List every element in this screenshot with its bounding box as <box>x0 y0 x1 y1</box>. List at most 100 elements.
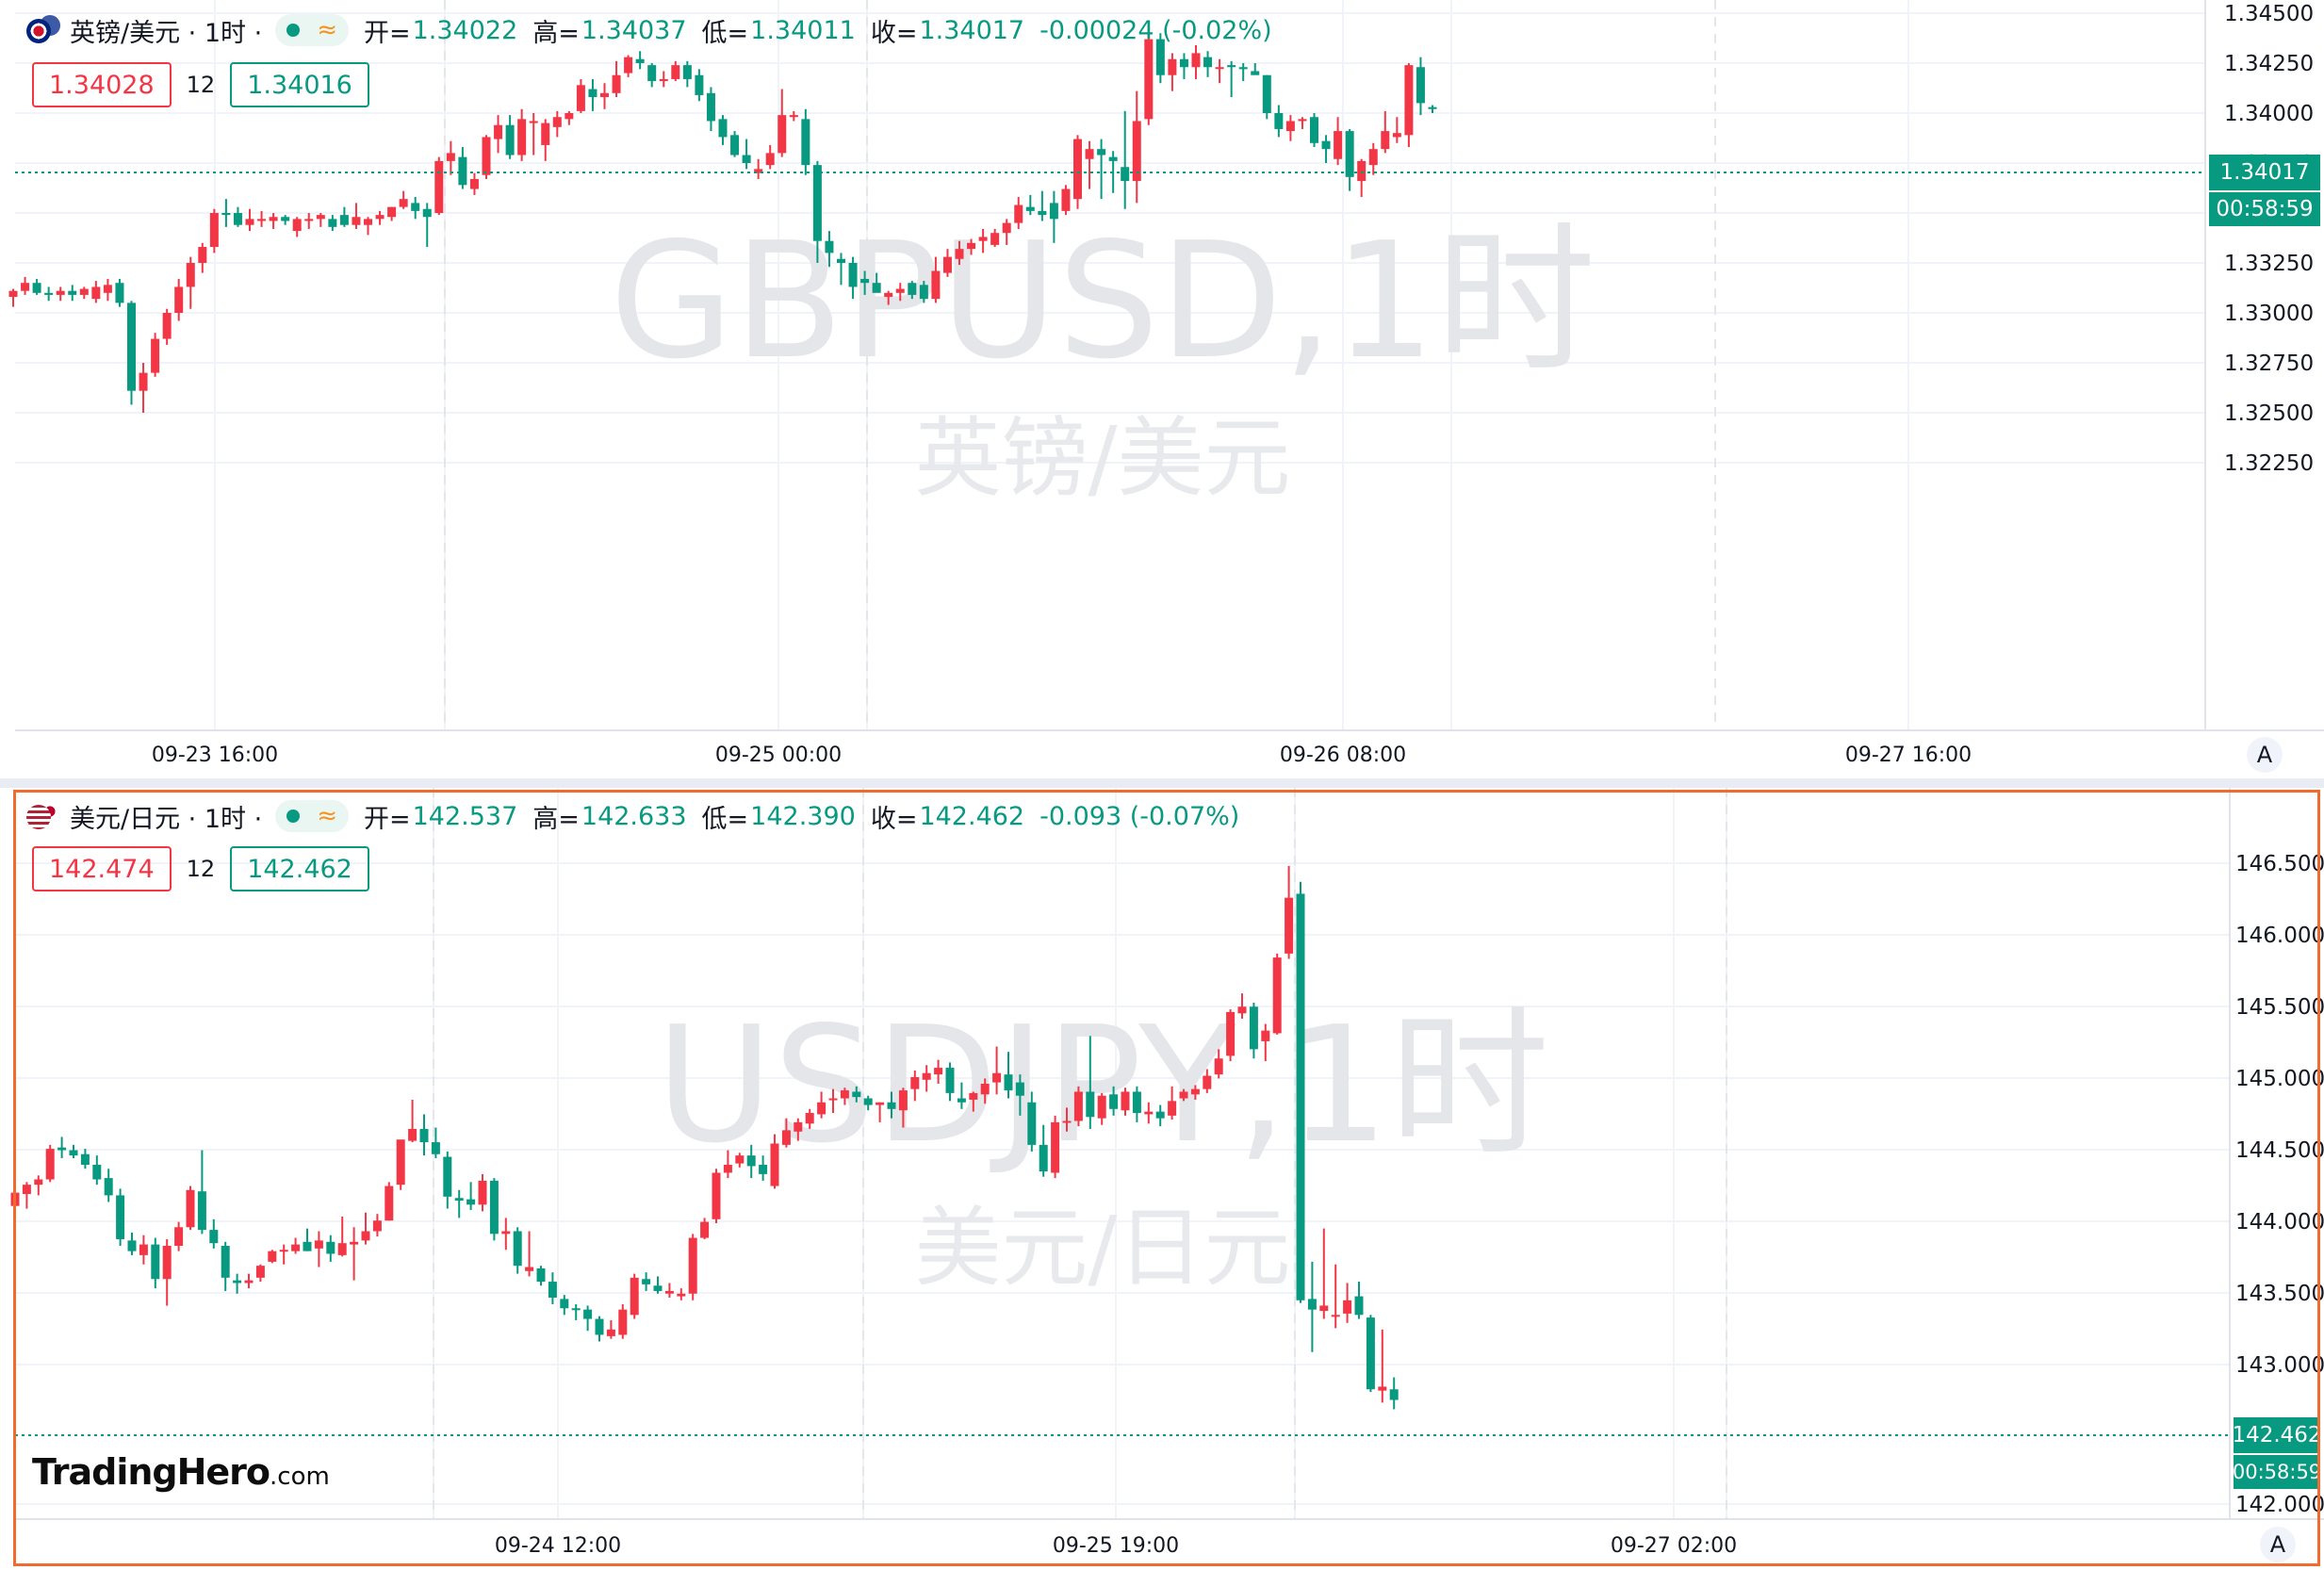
candle <box>174 1221 184 1251</box>
buy-price-button[interactable]: 1.34016 <box>230 62 369 107</box>
price-axis-label: 1.34250 <box>2224 52 2314 76</box>
candle <box>304 213 314 229</box>
candle-body <box>635 58 645 63</box>
candle-body <box>292 219 302 232</box>
price-axis-label: 145.500 <box>2235 995 2324 1020</box>
candle-body <box>350 1241 359 1245</box>
candle-body <box>337 1243 347 1255</box>
candle <box>695 69 704 102</box>
candle <box>1155 1104 1165 1127</box>
candle <box>116 1188 125 1246</box>
candle <box>934 1059 943 1085</box>
candle <box>1132 1086 1141 1122</box>
candle <box>922 1065 931 1092</box>
candle-body <box>1381 131 1390 150</box>
price-axis-label: 144.500 <box>2235 1138 2324 1163</box>
auto-scale-button[interactable]: A <box>2247 737 2283 773</box>
symbol-title[interactable]: 英镑/美元 · 1时 · <box>70 18 263 48</box>
price-axis-label: 1.33000 <box>2224 302 2314 326</box>
auto-scale-button[interactable]: A <box>2260 1527 2296 1562</box>
gbpusd-chart-pane[interactable]: GBPUSD,1时 英镑/美元 1.34500 1.34250 1.34000 1.3… <box>0 0 2324 778</box>
candle-body <box>957 1098 966 1103</box>
candle <box>735 1153 745 1168</box>
candle <box>1381 110 1390 154</box>
candle-body <box>104 1178 113 1196</box>
candle-body <box>209 213 219 248</box>
candle <box>980 1078 990 1104</box>
market-status-badge[interactable]: ≈ <box>275 14 349 46</box>
candle-body <box>45 1149 55 1180</box>
candle-body <box>1132 1091 1141 1114</box>
time-axis-label: 09-25 00:00 <box>715 744 842 767</box>
low-label: 低= <box>701 804 749 834</box>
candle-body <box>422 208 432 218</box>
candle-body <box>396 1139 405 1186</box>
candle-body <box>642 1279 651 1284</box>
candle-body <box>723 1165 732 1173</box>
candle-body <box>1343 1300 1352 1314</box>
candle <box>469 172 479 195</box>
candle <box>279 1244 288 1265</box>
candle <box>759 1155 768 1181</box>
candle <box>1296 881 1305 1303</box>
sell-price-button[interactable]: 142.474 <box>32 846 172 891</box>
candle-body <box>588 89 597 98</box>
candle <box>817 1091 826 1119</box>
candle-body <box>1144 1111 1154 1115</box>
candle <box>513 1227 522 1274</box>
last-price-label: 142.462 <box>2232 1417 2322 1453</box>
candle-body <box>1097 149 1106 155</box>
candle <box>399 190 408 209</box>
market-status-badge[interactable]: ≈ <box>275 800 349 832</box>
logo-wordmark: TradingHero <box>32 1451 270 1493</box>
candle <box>1014 197 1023 229</box>
candle-body <box>895 288 905 293</box>
candle-body <box>548 1282 557 1298</box>
candle <box>127 301 136 405</box>
open-value: 1.34022 <box>412 15 518 45</box>
candle-body <box>664 1290 674 1294</box>
candle <box>576 78 585 113</box>
candle <box>233 206 242 227</box>
candle <box>560 1295 569 1316</box>
candle-body <box>1215 67 1224 70</box>
candle-body <box>466 1199 476 1205</box>
pane-separator[interactable] <box>0 778 2324 788</box>
candle-body <box>1073 1091 1083 1121</box>
candle <box>1085 140 1094 189</box>
change-value: -0.00024 (-0.02%) <box>1039 15 1272 45</box>
candle-body <box>571 1308 581 1311</box>
candle <box>1039 1124 1048 1177</box>
price-axis-label: 146.500 <box>2235 852 2324 876</box>
candle-body <box>1237 1006 1247 1014</box>
low-value: 142.390 <box>750 801 856 831</box>
sell-price-button[interactable]: 1.34028 <box>32 62 172 107</box>
candle-body <box>688 1237 697 1294</box>
candle <box>1121 110 1130 209</box>
candle-body <box>529 121 538 123</box>
candle-body <box>1097 1095 1106 1119</box>
candle <box>588 78 597 111</box>
usdjpy-chart-pane[interactable]: USDJPY,1时 美元/日元 146.500 146.000 145.500 145… <box>0 788 2324 1570</box>
gbpusd-chart-canvas[interactable]: GBPUSD,1时 英镑/美元 1.34500 1.34250 1.34000 1.3… <box>0 0 2324 778</box>
candle <box>770 1134 779 1189</box>
candle <box>990 228 1000 248</box>
last-price-label: 1.34017 <box>2209 155 2320 190</box>
candle <box>659 71 668 88</box>
candle-body <box>1085 149 1094 159</box>
candle-body <box>174 286 184 313</box>
candle <box>21 276 30 295</box>
candle-body <box>1179 58 1188 68</box>
candle <box>291 1237 301 1254</box>
time-axis-label: 09-27 16:00 <box>1845 744 1972 767</box>
buy-price-button[interactable]: 142.462 <box>230 846 369 891</box>
candle <box>1168 1086 1177 1120</box>
candle <box>908 281 917 300</box>
usdjpy-chart-canvas[interactable]: USDJPY,1时 美元/日元 146.500 146.000 145.500 145… <box>0 788 2324 1570</box>
candle <box>1307 1261 1317 1352</box>
candle <box>794 1118 803 1141</box>
candle <box>434 156 444 216</box>
symbol-title[interactable]: 美元/日元 · 1时 · <box>70 804 263 834</box>
price-axis-label: 1.32750 <box>2224 352 2314 376</box>
candle <box>1237 993 1247 1019</box>
